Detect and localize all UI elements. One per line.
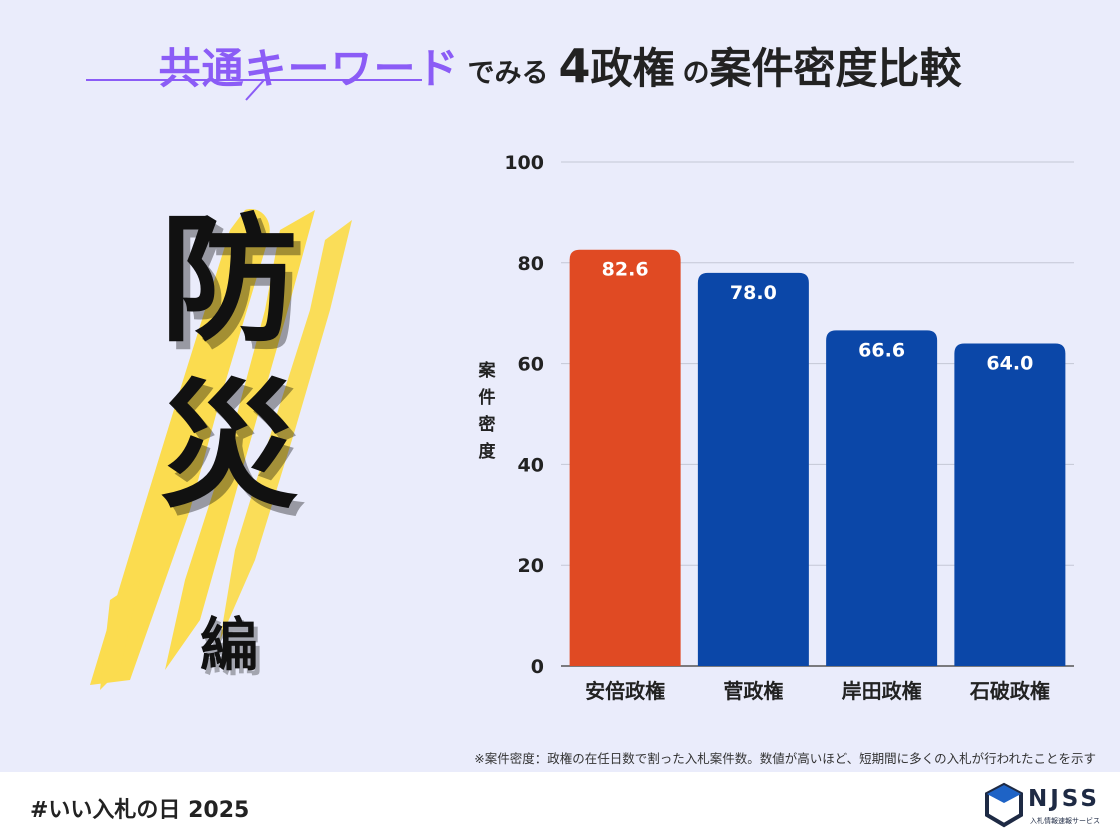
title-keyword: 共通キーワード	[158, 43, 460, 93]
y-tick-label: 0	[531, 656, 544, 678]
bar-value-label: 66.6	[858, 339, 905, 361]
logo-cube-icon	[985, 782, 1023, 828]
bar	[697, 272, 809, 666]
x-tick-label: 菅政権	[723, 679, 783, 703]
brand-name: NJSS	[1028, 786, 1100, 812]
page-title: 共通キーワード でみる 4 政権 の 案件密度比較	[0, 14, 1120, 94]
title-part1: 政権	[590, 43, 675, 93]
theme-char-2: 災	[160, 366, 299, 527]
y-tick-label: 80	[518, 253, 544, 275]
x-tick-label: 岸田政権	[842, 679, 922, 703]
title-connector: でみる	[467, 58, 549, 89]
y-axis-label: 案件密度	[478, 361, 496, 462]
title-part2: 案件密度比較	[709, 43, 962, 93]
y-tick-label: 20	[518, 555, 544, 577]
theme-char-1: 防	[160, 200, 299, 361]
bar	[569, 249, 681, 667]
bar-value-label: 78.0	[730, 282, 777, 304]
x-tick-label: 安倍政権	[585, 679, 665, 703]
brand-subtitle: 入札情報速報サービス	[1030, 817, 1100, 825]
njss-logo: NJSS 入札情報速報サービス	[984, 782, 1102, 832]
footer: #いい入札の日 2025 NJSS 入札情報速報サービス	[0, 772, 1120, 840]
title-particle: の	[682, 58, 710, 89]
y-tick-label: 100	[504, 152, 544, 174]
footnote: ※案件密度：政権の在任日数で割った入札案件数。数値が高いほど、短期間に多くの入札…	[474, 751, 1096, 766]
title-number: 4	[558, 38, 591, 93]
y-tick-label: 60	[518, 354, 544, 376]
bar	[954, 343, 1066, 666]
y-tick-label: 40	[518, 454, 544, 476]
hashtag: #いい入札の日 2025	[30, 798, 250, 823]
bar-value-label: 82.6	[602, 259, 649, 281]
theme-suffix: 編	[200, 611, 259, 679]
keyword-underline	[86, 79, 422, 101]
yellow-brush-stroke	[90, 209, 352, 690]
bar-chart: 0 20 40 60 80 100 82.6 安倍政権 78.0 菅政権 66.6 岸田政権 64.0 石…	[504, 152, 1074, 703]
bar-value-label: 64.0	[986, 352, 1033, 374]
x-tick-label: 石破政権	[969, 679, 1050, 703]
bar	[826, 330, 938, 666]
